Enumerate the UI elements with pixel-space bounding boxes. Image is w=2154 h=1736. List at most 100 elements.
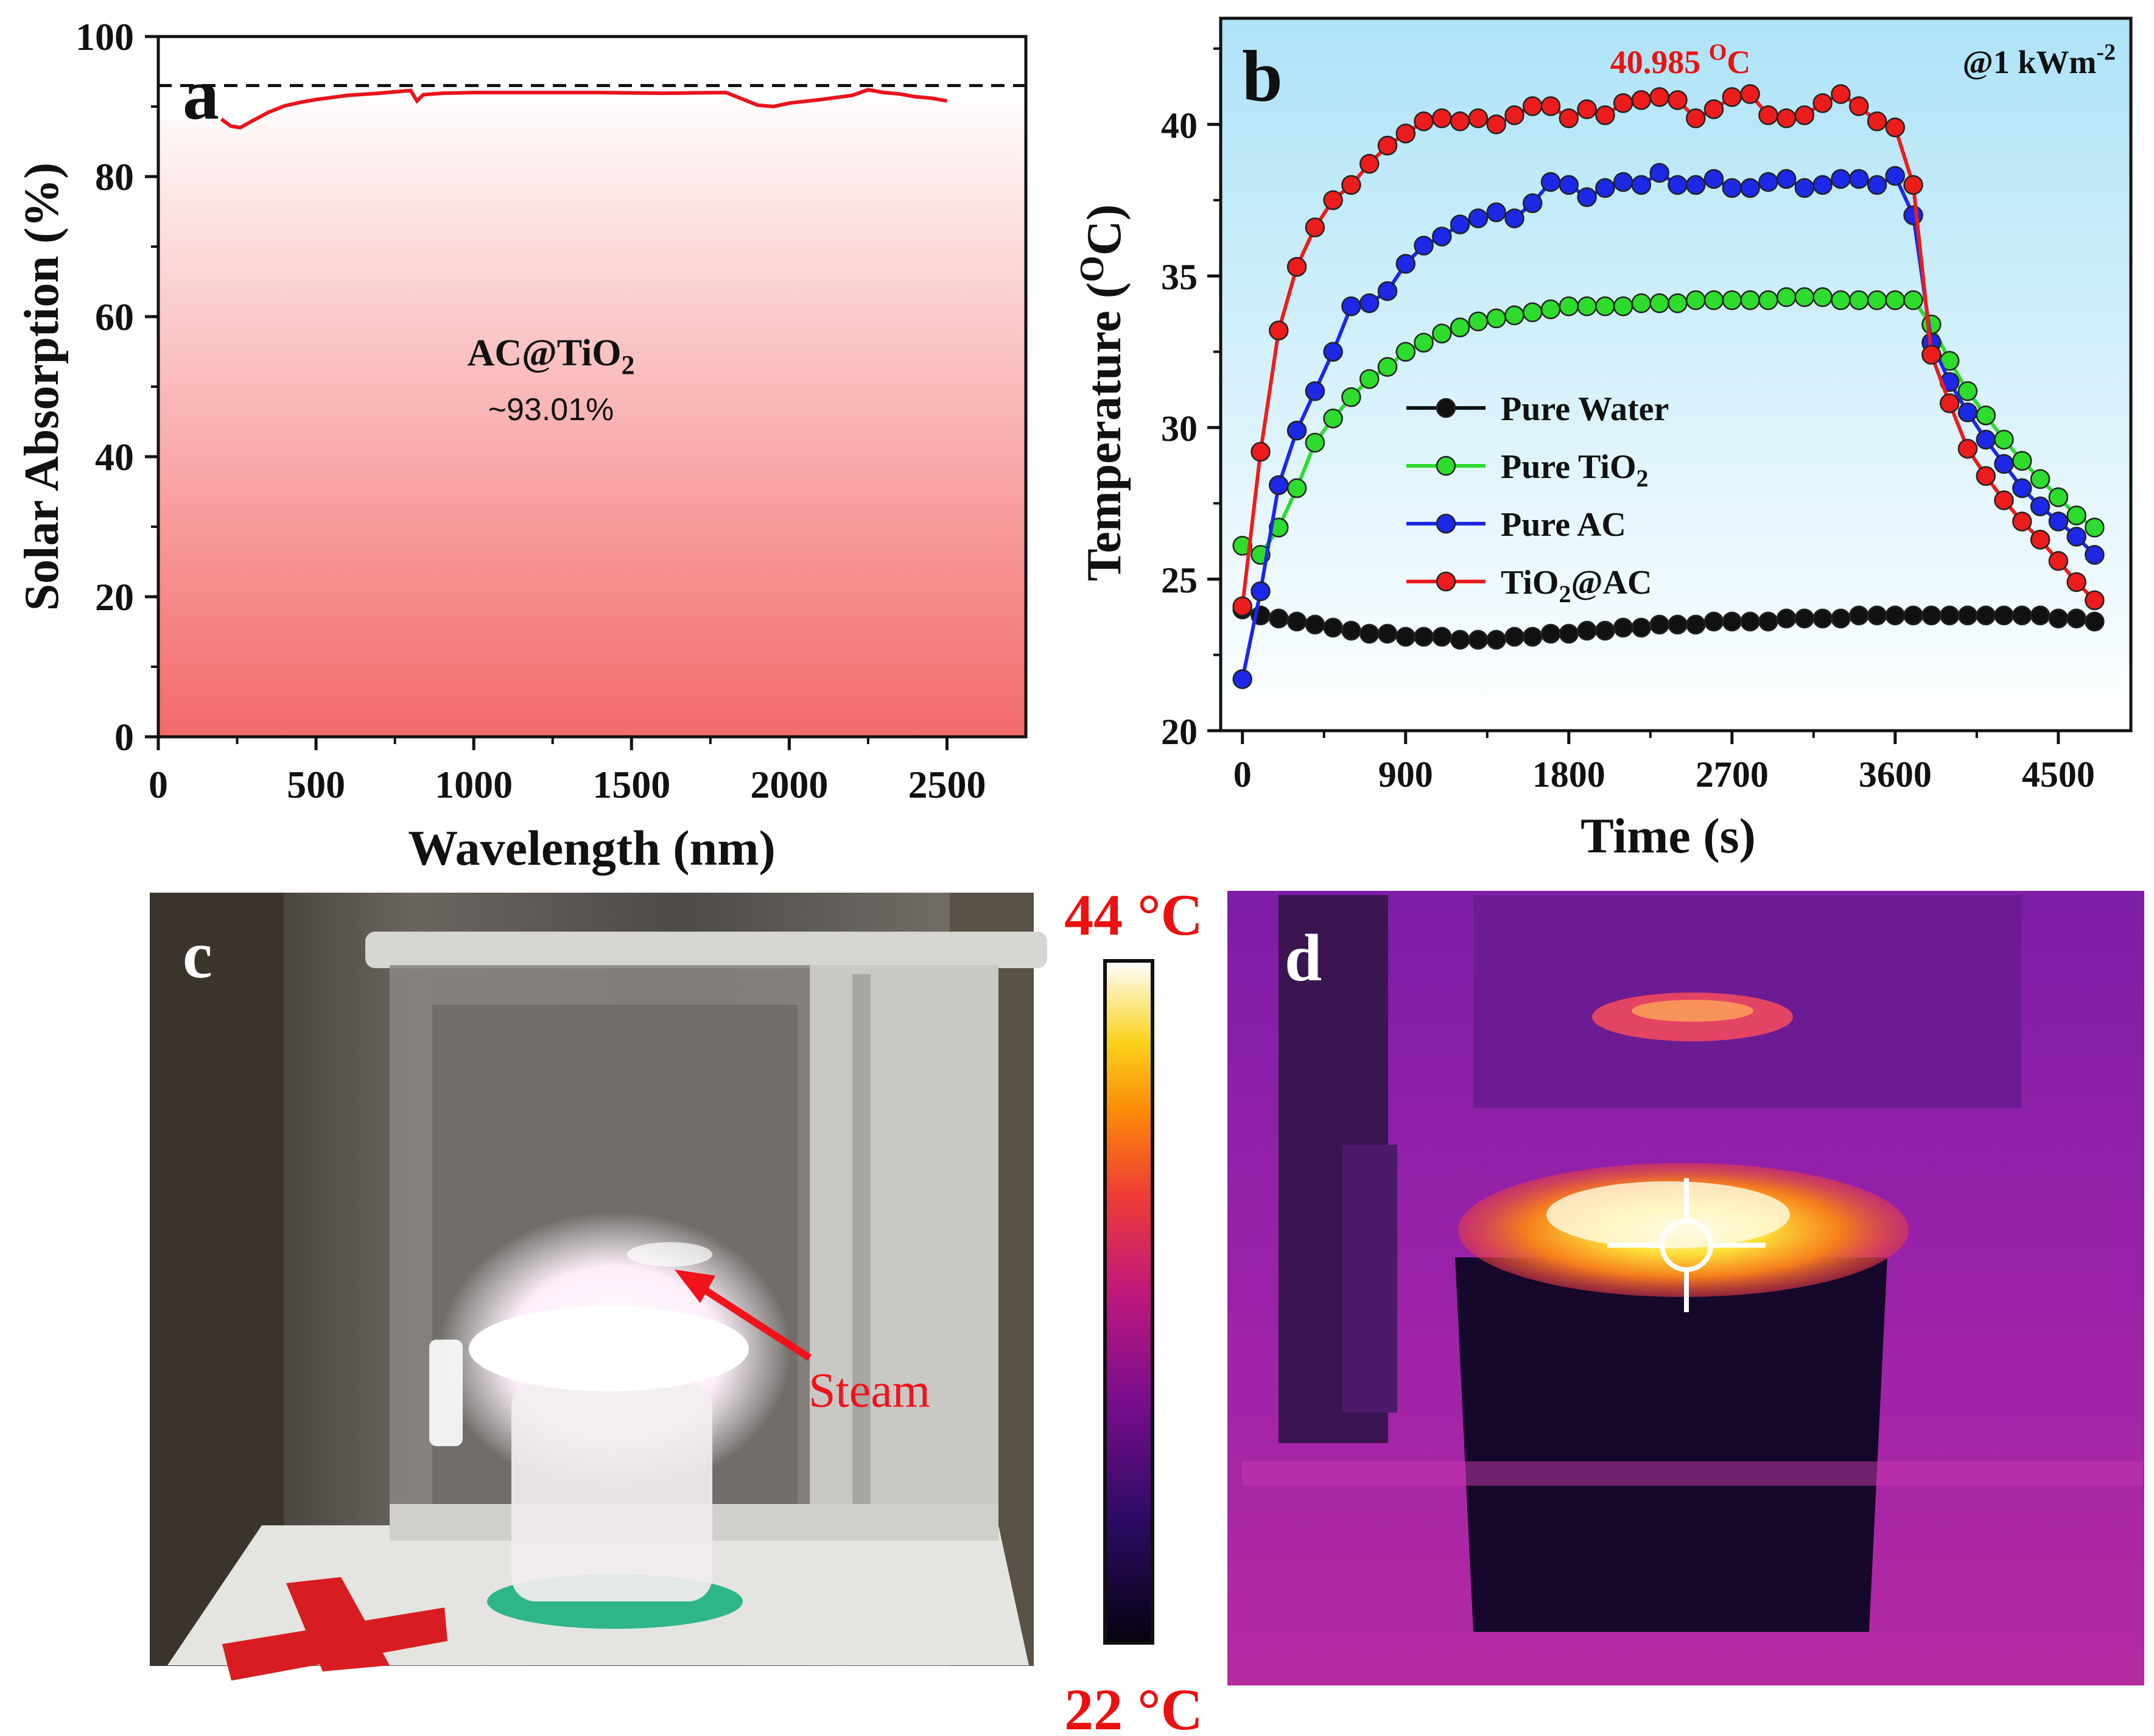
panel-a: 0 500 1000 1500 2000 2500 0 20 40 60 80 100 a AC@Ti… [15,15,1028,876]
panel-b-data-point [1613,617,1633,638]
panel-b-data-point [1921,345,1942,365]
panel-b-data-point [1867,290,1887,311]
panel-b-data-point [1686,175,1706,195]
panel-b-data-point [1849,605,1869,626]
panel-b-data-point [1359,369,1380,389]
panel-b-ytick-label: 30 [1161,409,1198,449]
panel-b-data-point [1432,227,1452,247]
panel-b-data-point [1812,287,1833,307]
panel-a-annotation-value: ~93.01% [488,392,614,427]
panel-b-letter: b [1242,35,1283,116]
panel-c: c Steam [150,893,1047,1681]
panel-b-data-point [1976,605,1996,626]
panel-b-data-point [1486,308,1506,329]
panel-b-data-point [1414,627,1434,647]
panel-b-data-point [1559,175,1579,195]
panel-b-legend-label: Pure AC [1501,506,1626,544]
panel-b-data-point [1577,187,1597,207]
panel-b-data-point [1722,87,1742,107]
panel-b-data-point [1577,296,1597,317]
panel-b-data-point [1668,614,1688,634]
panel-b-data-point [1432,108,1452,128]
panel-b-data-point [1631,90,1652,110]
panel-b-data-point [1703,290,1724,311]
panel-b-data-point [1540,96,1561,116]
panel-b-data-point [1486,202,1506,222]
panel-b-data-point [1305,381,1325,401]
panel-b-data-point [1286,611,1307,632]
panel-b-data-point [2048,550,2069,571]
panel-a-xtick-label: 1500 [592,763,670,806]
panel-c-letter: c [183,918,212,992]
colorbar-gradient [1103,959,1154,1645]
panel-b-data-point [1776,169,1797,189]
panel-b-data-point [1776,287,1797,307]
panel-d-thermal-image [1227,891,2144,1685]
panel-b-data-point [1450,317,1470,338]
panel-b-data-point [1686,614,1706,634]
panel-b-data-point [2012,478,2032,498]
panel-b-data-point [1595,620,1615,641]
panel-b-data-point [1849,96,1869,116]
panel-b-data-point [1703,169,1724,189]
panel-b-data-point [1631,293,1652,314]
panel-b-data-point [1668,293,1688,314]
panel-b-data-point [1758,105,1778,125]
panel-b-data-point [1540,299,1561,320]
panel-b-data-point [1468,108,1489,128]
panel-b-data-point [1758,172,1778,192]
panel-c-photo [150,893,1047,1681]
panel-a-annotation-material: AC@TiO2 [468,332,635,380]
panel-b-data-point [1286,478,1307,498]
panel-b-data-point [1631,175,1652,195]
panel-b-xtick-label: 3600 [1859,754,1932,795]
panel-b-data-point [1522,193,1543,213]
panel-b-series [1232,84,2105,689]
panel-b-data-point [1269,518,1289,538]
panel-b-data-point [1286,420,1307,441]
panel-b-data-point [1794,105,1815,125]
panel-b-data-point [1649,293,1669,314]
panel-b-data-point [1269,608,1289,629]
panel-b-data-point [2030,530,2051,550]
panel-b-legend-label: TiO2@AC [1501,564,1652,608]
panel-b-data-point [1414,236,1434,256]
panel-b-data-point [1395,254,1416,274]
panel-b-data-point [1613,172,1633,192]
panel-b-data-point [1703,611,1724,632]
panel-b-data-point [1794,287,1815,307]
panel-b-data-point [1595,105,1615,125]
panel-a-xtick-label: 0 [149,763,168,806]
panel-b-ytick-label: 35 [1161,257,1198,297]
panel-b-data-point [1540,172,1561,192]
panel-b-data-point [1740,84,1760,104]
panel-a-xtick-label: 2000 [750,763,828,806]
panel-b-data-point [1686,290,1706,311]
panel-b-data-point [1976,466,1996,487]
panel-b-data-point [1831,169,1851,189]
panel-b-data-point [1359,624,1380,644]
panel-b-axes-frame [1219,16,2133,733]
panel-b-data-point [2085,590,2105,611]
panel-b-data-point [1395,123,1416,144]
panel-b-data-point [1559,296,1579,317]
panel-b-xtick-label: 2700 [1696,754,1769,795]
panel-b-peak-label: 40.985 OC [1610,40,1751,80]
colorbar-max-label: 44 °C [1064,882,1203,947]
panel-b-data-point [1703,99,1724,119]
panel-a-absorption-curve [220,88,948,130]
panel-b-data-point [1323,617,1343,638]
panel-b-data-point [1323,408,1343,429]
panel-b-data-point [2066,608,2086,629]
panel-a-ticks: 0 500 1000 1500 2000 2500 0 20 40 60 80 100 [75,15,986,806]
panel-b-data-point [1232,669,1252,689]
panel-b-data-point [2066,505,2086,525]
panel-b-data-point [2030,605,2051,626]
panel-b-data-point [1939,393,1960,413]
panel-b-data-point [1450,214,1470,234]
panel-b-data-point [1903,290,1923,311]
panel-b-ytick-label: 20 [1161,712,1198,752]
panel-b-ytick-label: 40 [1161,105,1198,146]
panel-b-data-point [1649,163,1669,183]
